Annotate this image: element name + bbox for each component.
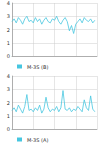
svg-text:1: 1 — [7, 113, 10, 119]
svg-text:0: 0 — [7, 53, 10, 59]
svg-text:1: 1 — [7, 40, 10, 46]
svg-text:3: 3 — [7, 86, 10, 92]
svg-text:4: 4 — [7, 0, 10, 6]
svg-text:2: 2 — [7, 27, 10, 33]
svg-text:3: 3 — [7, 13, 10, 19]
svg-text:2: 2 — [7, 100, 10, 106]
svg-text:4: 4 — [7, 73, 10, 79]
svg-text:0: 0 — [7, 126, 10, 132]
svg-text:M-3S (B): M-3S (B) — [27, 64, 48, 70]
svg-text:M-3S (A): M-3S (A) — [27, 137, 48, 143]
